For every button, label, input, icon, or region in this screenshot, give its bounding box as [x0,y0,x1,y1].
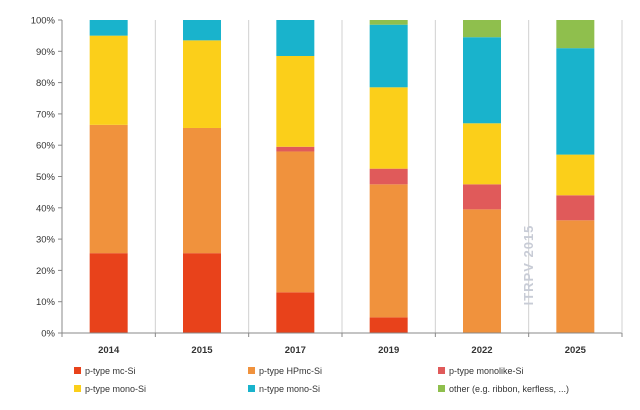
legend-label: other (e.g. ribbon, kerfless, ...) [449,384,569,394]
bar-segment [556,48,595,155]
bars-layer [89,20,595,333]
y-tick-label: 100% [31,16,56,27]
bar-segment [369,87,408,169]
bar-segment [276,292,315,333]
x-tick-label: 2015 [191,345,213,356]
legend-label: p-type mono-Si [85,384,146,394]
x-tick-label: 2025 [565,345,587,356]
bar-segment [369,20,408,25]
y-tick-label: 0% [41,329,55,340]
legend-label: p-type mc-Si [85,366,136,376]
bar-segment [369,184,408,318]
legend-swatch [248,367,255,374]
x-tick-label: 2017 [285,345,306,356]
legend-swatch [438,367,445,374]
bar-segment [556,20,595,49]
bar-segment [89,253,128,333]
bar-segment [463,20,501,38]
legend-swatch [438,385,445,392]
x-tick-label: 2014 [98,345,120,356]
bar-segment [556,154,595,196]
legend: p-type mc-Si p-type HPmc-Si p-type monolik… [74,366,569,394]
bar-segment [276,151,315,293]
axis-layer: 0% 10% 20% 30% 40% 50% 60% 70% 80% 90% 100% 2014 201… [31,16,623,356]
bar-segment [463,37,501,124]
y-tick-label: 40% [36,203,56,214]
bar-segment [556,195,595,221]
bar-segment [276,146,315,152]
bar-segment [369,317,408,333]
bar-segment [276,55,315,147]
legend-swatch [248,385,255,392]
bar-segment [183,127,221,254]
y-tick-label: 70% [36,109,56,120]
y-tick-label: 90% [36,47,56,58]
bar-segment [369,24,408,88]
y-tick-label: 60% [36,141,56,152]
x-tick-label: 2022 [471,345,492,356]
bar-segment [89,35,128,125]
bar-segment [183,40,221,128]
y-tick-label: 50% [36,172,56,183]
bar-segment [276,20,315,56]
bar-segment [89,124,128,254]
legend-swatch [74,367,81,374]
bar-segment [463,209,501,333]
y-tick-label: 80% [36,78,56,89]
legend-label: n-type mono-Si [259,384,320,394]
legend-label: p-type monolike-Si [449,366,524,376]
bar-segment [183,20,221,41]
legend-swatch [74,385,81,392]
y-tick-label: 10% [36,297,56,308]
bar-segment [369,168,408,185]
legend-label: p-type HPmc-Si [259,366,322,376]
x-tick-label: 2019 [378,345,399,356]
grid-layer [154,20,530,333]
y-tick-label: 30% [36,235,56,246]
bar-segment [463,184,501,210]
bar-segment [463,123,501,185]
bar-segment [183,253,221,333]
watermark-text: ITRPV 2015 [521,225,536,306]
y-tick-label: 20% [36,266,56,277]
bar-segment [556,220,595,333]
bar-segment [89,20,128,36]
